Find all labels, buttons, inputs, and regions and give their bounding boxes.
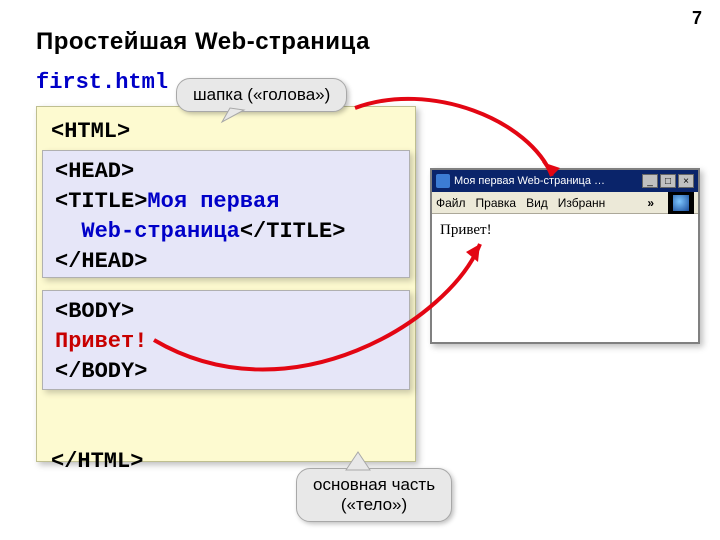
menu-file[interactable]: Файл bbox=[436, 196, 466, 210]
body-close-tag: </BODY> bbox=[55, 359, 147, 384]
html-open-tag: <HTML> bbox=[51, 119, 130, 144]
browser-titlebar: Моя первая Web-страница … _ □ × bbox=[432, 170, 698, 192]
callout-body-line1: основная часть bbox=[313, 475, 435, 495]
slide-title: Простейшая Web-страница bbox=[36, 28, 370, 56]
browser-body-text: Привет! bbox=[440, 222, 492, 238]
menu-edit[interactable]: Правка bbox=[476, 196, 517, 210]
close-button[interactable]: × bbox=[678, 174, 694, 188]
page-number: 7 bbox=[692, 8, 702, 29]
menu-more-icon[interactable]: » bbox=[647, 196, 654, 210]
throbber-icon bbox=[668, 192, 694, 214]
title-text-line2: Web-страница bbox=[55, 219, 240, 244]
browser-menubar: Файл Правка Вид Избранн » bbox=[432, 192, 698, 214]
head-open-tag: <HEAD> bbox=[55, 159, 134, 184]
browser-title-text: Моя первая Web-страница … bbox=[454, 175, 605, 187]
title-text-line1: Моя первая bbox=[147, 189, 279, 214]
head-close-tag: </HEAD> bbox=[55, 249, 147, 274]
browser-window: Моя первая Web-страница … _ □ × Файл Пра… bbox=[430, 168, 700, 344]
browser-body: Привет! bbox=[432, 214, 698, 247]
body-content-text: Привет! bbox=[55, 329, 147, 354]
menu-view[interactable]: Вид bbox=[526, 196, 548, 210]
body-open-tag: <BODY> bbox=[55, 299, 134, 324]
head-section-overlay: <HEAD> <TITLE>Моя первая Web-страница</T… bbox=[42, 150, 410, 278]
maximize-button[interactable]: □ bbox=[660, 174, 676, 188]
callout-body-line2: («тело») bbox=[313, 495, 435, 515]
ie-icon bbox=[436, 174, 450, 188]
body-section-overlay: <BODY> Привет! </BODY> bbox=[42, 290, 410, 390]
minimize-button[interactable]: _ bbox=[642, 174, 658, 188]
title-close-tag: </TITLE> bbox=[240, 219, 346, 244]
menu-favorites[interactable]: Избранн bbox=[558, 196, 605, 210]
filename-label: first.html bbox=[36, 70, 168, 95]
html-close-tag: </HTML> bbox=[51, 449, 143, 474]
callout-body: основная часть («тело») bbox=[296, 468, 452, 522]
title-open-tag: <TITLE> bbox=[55, 189, 147, 214]
callout-head: шапка («голова») bbox=[176, 78, 347, 112]
